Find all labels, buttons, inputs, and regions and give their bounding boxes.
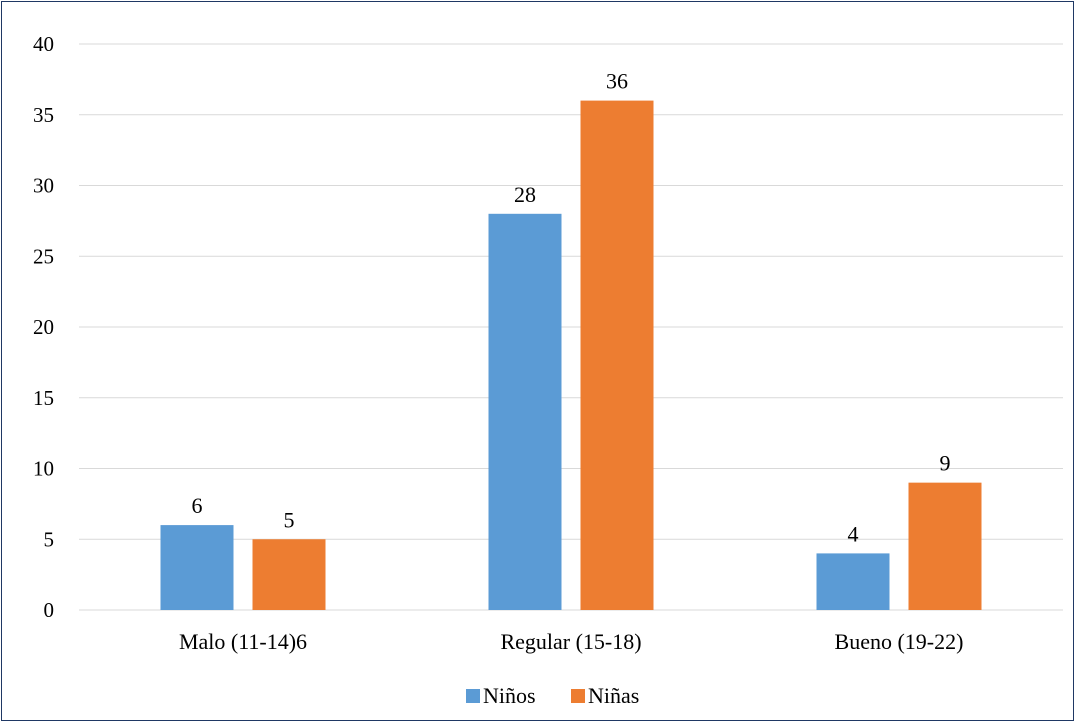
bar-ninas <box>252 539 326 610</box>
data-label: 4 <box>848 521 859 546</box>
bar-ninas <box>908 482 982 610</box>
y-tick-label: 25 <box>33 244 54 268</box>
data-label: 9 <box>940 451 951 476</box>
category-label: Bueno (19-22) <box>835 629 964 654</box>
bar-ninos <box>488 213 562 611</box>
y-tick-label: 15 <box>33 386 54 410</box>
legend: Niños Niñas <box>466 683 639 708</box>
gridlines <box>79 43 1063 611</box>
y-tick-label: 35 <box>33 103 54 127</box>
y-tick-label: 0 <box>44 598 55 622</box>
legend-swatch <box>571 689 585 703</box>
y-tick-label: 40 <box>33 32 54 56</box>
data-label: 5 <box>284 507 295 532</box>
x-axis-categories: Malo (11-14)6 Regular (15-18) Bueno (19-22… <box>179 629 964 654</box>
legend-label: Niñas <box>588 683 639 708</box>
bar-ninos <box>160 525 234 610</box>
category-label: Malo (11-14)6 <box>179 629 307 654</box>
y-tick-label: 10 <box>33 457 54 481</box>
category-label: Regular (15-18) <box>500 629 641 654</box>
data-label: 36 <box>606 69 628 94</box>
bars <box>160 100 982 611</box>
data-label: 28 <box>514 182 536 207</box>
bar-ninas <box>580 100 654 610</box>
legend-swatch <box>466 689 480 703</box>
data-labels: 6 5 28 36 4 9 <box>192 69 951 547</box>
y-axis-ticks: 0 5 10 15 20 25 30 35 40 <box>33 32 54 622</box>
y-tick-label: 30 <box>33 174 54 198</box>
y-tick-label: 5 <box>44 527 55 551</box>
y-tick-label: 20 <box>33 315 54 339</box>
legend-label: Niños <box>483 683 536 708</box>
data-label: 6 <box>192 493 203 518</box>
bar-ninos <box>816 553 890 610</box>
